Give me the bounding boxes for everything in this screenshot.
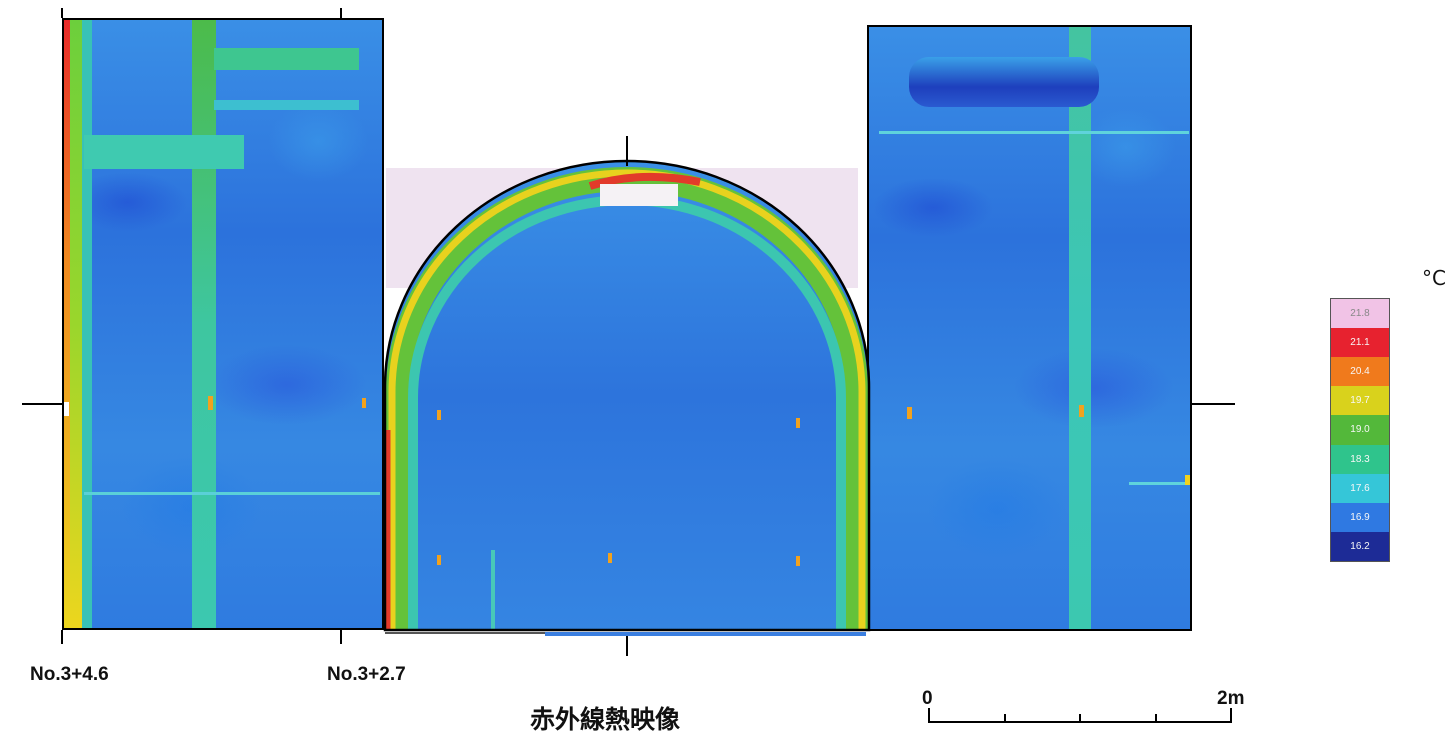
hot-spot [796,556,800,566]
hot-spot [362,398,366,408]
hot-spot [796,418,800,428]
legend-entry: 21.1 [1331,328,1389,358]
vertical-joint-strip [491,550,495,630]
thermal-image-arch [385,161,869,630]
thermal-image-left-wall [62,18,384,630]
thermal-image-right-wall [867,25,1192,631]
horizontal-band [214,48,359,70]
station-label-left: No.3+4.6 [30,664,109,685]
legend-entry: 18.3 [1331,444,1389,474]
hot-spot [907,407,912,419]
warm-edge-strip [82,20,92,628]
legend-entry: 16.9 [1331,502,1389,532]
hot-spot [64,402,69,416]
station-label-right: No.3+2.7 [327,664,406,685]
hot-area [600,184,678,206]
hot-spot [608,553,612,563]
hot-spot [1185,475,1190,485]
hot-spot [1079,405,1084,417]
horizontal-band [214,100,359,110]
legend-entry: 16.2 [1331,531,1389,561]
legend-entry: 19.7 [1331,386,1389,416]
scale-start-label: 0 [922,688,933,709]
legend-entry: 17.6 [1331,473,1389,503]
legend-entry: 21.8 [1331,299,1389,329]
horizontal-line [879,131,1189,134]
warm-edge-strip [70,20,82,628]
arch-outline [383,159,871,632]
hot-spot [208,396,213,410]
figure-title: 赤外線熱映像 [530,705,681,734]
temperature-legend: 21.8 21.1 20.4 19.7 19.0 18.3 17.6 16.9 16.2 [1330,298,1390,562]
legend-entry: 19.0 [1331,415,1389,445]
legend-entry: 20.4 [1331,357,1389,387]
hot-spot [437,555,441,565]
vertical-joint-strip [192,20,216,628]
scale-bar [928,708,1232,723]
horizontal-band [84,135,244,169]
vertical-joint-strip [1069,27,1091,629]
warm-edge-strip [64,20,70,628]
horizontal-line [84,492,380,495]
horizontal-line [1129,482,1189,485]
scale-end-label: 2m [1217,688,1245,709]
cold-band [909,57,1099,107]
legend-unit: °C [1422,266,1446,290]
hot-spot [437,410,441,420]
